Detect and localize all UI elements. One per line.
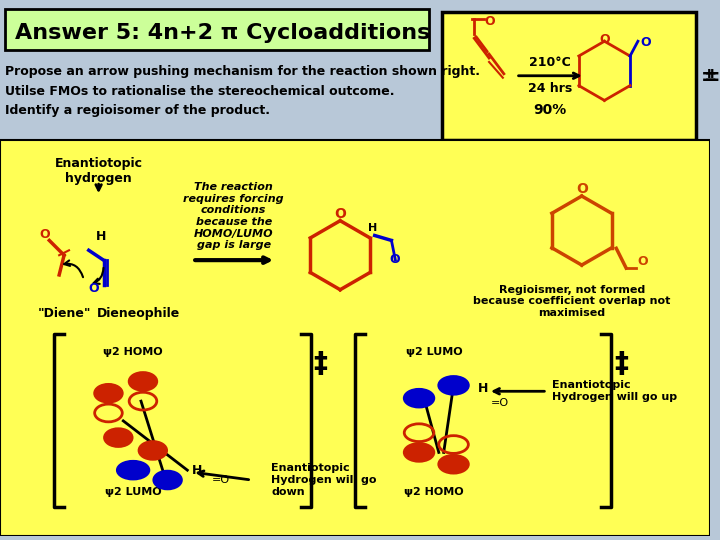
Text: ψ2 HOMO: ψ2 HOMO (103, 347, 163, 357)
Text: Regioismer, not formed
because coefficient overlap not
maximised: Regioismer, not formed because coefficie… (473, 285, 670, 318)
Ellipse shape (104, 429, 132, 447)
Ellipse shape (438, 376, 468, 394)
Text: O: O (640, 36, 651, 49)
Ellipse shape (404, 389, 434, 407)
FancyBboxPatch shape (0, 140, 710, 536)
Text: ψ2 HOMO: ψ2 HOMO (404, 487, 464, 497)
Ellipse shape (154, 471, 181, 489)
FancyBboxPatch shape (0, 4, 710, 536)
Text: O: O (334, 207, 346, 221)
Text: Identify a regioisomer of the product.: Identify a regioisomer of the product. (5, 104, 270, 117)
Text: The reaction
requires forcing
conditions
because the
HOMO/LUMO
gap is large: The reaction requires forcing conditions… (184, 183, 284, 250)
Text: ±: ± (704, 66, 720, 85)
Ellipse shape (117, 461, 149, 479)
Text: Enantiotopic
Hydrogen will go
down: Enantiotopic Hydrogen will go down (271, 463, 377, 497)
Text: ‡: ‡ (313, 350, 328, 377)
Text: O: O (637, 255, 647, 268)
Text: H: H (192, 464, 202, 477)
Text: Utilse FMOs to rationalise the stereochemical outcome.: Utilse FMOs to rationalise the stereoche… (5, 85, 395, 98)
Text: ‡: ‡ (614, 350, 628, 377)
Text: O: O (89, 282, 99, 295)
Text: ψ2 LUMO: ψ2 LUMO (405, 347, 462, 357)
Text: O: O (389, 253, 400, 266)
Text: 90%: 90% (534, 103, 567, 117)
Text: ±: ± (701, 66, 718, 85)
Text: O: O (484, 15, 495, 28)
Text: H: H (96, 231, 107, 244)
Text: O: O (39, 228, 50, 241)
Text: =O: =O (212, 475, 230, 485)
Text: O: O (599, 33, 610, 46)
FancyBboxPatch shape (442, 12, 696, 140)
Text: Answer 5: 4n+2 π Cycloadditions: Answer 5: 4n+2 π Cycloadditions (15, 23, 430, 43)
Text: ψ2 LUMO: ψ2 LUMO (105, 487, 161, 497)
Ellipse shape (129, 373, 157, 390)
Text: H: H (478, 382, 488, 395)
Ellipse shape (139, 442, 166, 460)
Text: Enantiotopic
Hydrogen will go up: Enantiotopic Hydrogen will go up (552, 381, 678, 402)
Text: O: O (576, 182, 588, 196)
Ellipse shape (404, 443, 434, 461)
Text: 210°C: 210°C (529, 57, 571, 70)
FancyBboxPatch shape (5, 9, 429, 50)
Text: H: H (368, 222, 377, 233)
Text: Enantiotopic
hydrogen: Enantiotopic hydrogen (55, 157, 143, 185)
Ellipse shape (94, 384, 122, 402)
Text: Propose an arrow pushing mechanism for the reaction shown right.: Propose an arrow pushing mechanism for t… (5, 65, 480, 78)
Text: 24 hrs: 24 hrs (528, 82, 572, 95)
Text: =O: =O (491, 398, 509, 408)
Ellipse shape (438, 455, 468, 473)
Text: "Diene": "Diene" (37, 307, 91, 320)
Text: Dieneophile: Dieneophile (96, 307, 180, 320)
